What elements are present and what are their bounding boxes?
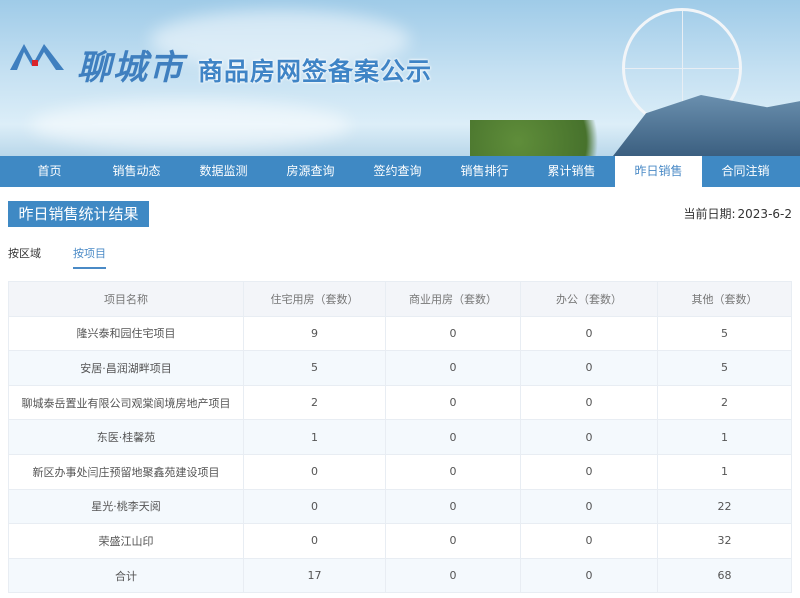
cell-commercial: 0 — [385, 557, 521, 594]
cell-commercial: 0 — [385, 384, 521, 421]
table-row: 东医·桂馨苑 1 0 0 1 — [8, 419, 792, 455]
cell-other: 5 — [657, 315, 792, 352]
cell-office: 0 — [520, 523, 658, 559]
nav-housing-query[interactable]: 房源查询 — [286, 164, 335, 178]
cell-residential: 0 — [243, 523, 386, 559]
cell-project-name: 荣盛江山印 — [8, 523, 244, 559]
cell-project-name: 安居·昌润湖畔项目 — [8, 350, 244, 386]
cell-office: 0 — [520, 453, 658, 490]
table-row: 星光·桃李天阅 0 0 0 22 — [8, 488, 792, 525]
table-row: 安居·昌润湖畔项目 5 0 0 5 — [8, 350, 792, 386]
cell-residential: 0 — [243, 453, 386, 490]
view-tabs: 按区域 按项目 — [8, 245, 138, 269]
col-other: 其他（套数） — [657, 281, 792, 317]
table-row: 荣盛江山印 0 0 0 32 — [8, 523, 792, 559]
table-header-row: 项目名称 住宅用房（套数） 商业用房（套数） 办公（套数） 其他（套数） — [8, 281, 792, 317]
cell-commercial: 0 — [385, 523, 521, 559]
nav-data-monitor[interactable]: 数据监测 — [199, 164, 248, 178]
nav-cumulative-sales[interactable]: 累计销售 — [547, 164, 596, 178]
total-row: 合计 17 0 0 68 — [8, 557, 792, 594]
cell-residential: 0 — [243, 488, 386, 525]
cell-commercial: 0 — [385, 350, 521, 386]
nav-home[interactable]: 首页 — [37, 164, 62, 178]
cell-other: 32 — [657, 523, 792, 559]
cell-office: 0 — [520, 488, 658, 525]
tab-by-region[interactable]: 按区域 — [8, 247, 41, 260]
col-project-name: 项目名称 — [8, 281, 244, 317]
cell-project-name: 东医·桂馨苑 — [8, 419, 244, 455]
cell-other: 1 — [657, 419, 792, 455]
cell-residential: 2 — [243, 384, 386, 421]
trees-decoration — [470, 120, 630, 156]
nav-sales-ranking[interactable]: 销售排行 — [460, 164, 509, 178]
cell-other: 68 — [657, 557, 792, 594]
cell-office: 0 — [520, 350, 658, 386]
cell-other: 5 — [657, 350, 792, 386]
cell-other: 2 — [657, 384, 792, 421]
nav-yesterday-sales[interactable]: 昨日销售 — [615, 156, 702, 187]
col-office: 办公（套数） — [520, 281, 658, 317]
col-commercial: 商业用房（套数） — [385, 281, 521, 317]
table-row: 隆兴泰和园住宅项目 9 0 0 5 — [8, 315, 792, 352]
date-value: 2023-6-2 — [737, 207, 792, 221]
cell-residential: 17 — [243, 557, 386, 594]
cell-commercial: 0 — [385, 419, 521, 455]
cell-commercial: 0 — [385, 453, 521, 490]
tab-by-project[interactable]: 按项目 — [73, 245, 106, 269]
cell-residential: 5 — [243, 350, 386, 386]
header-banner: 聊城市 商品房网签备案公示 — [0, 0, 800, 156]
cell-office: 0 — [520, 315, 658, 352]
cloud-decoration — [150, 10, 410, 70]
date-label: 当前日期: — [683, 207, 736, 221]
cell-project-name: 星光·桃李天阅 — [8, 488, 244, 525]
cell-office: 0 — [520, 557, 658, 594]
cell-residential: 1 — [243, 419, 386, 455]
cell-project-name: 新区办事处闫庄预留地聚鑫苑建设项目 — [8, 453, 244, 490]
section-title: 昨日销售统计结果 — [8, 201, 149, 227]
cell-office: 0 — [520, 384, 658, 421]
cell-other: 22 — [657, 488, 792, 525]
cell-commercial: 0 — [385, 488, 521, 525]
nav-sales-trends[interactable]: 销售动态 — [112, 164, 161, 178]
current-date: 当前日期: 2023-6-2 — [681, 205, 792, 222]
cell-project-name: 隆兴泰和园住宅项目 — [8, 315, 244, 352]
cell-project-name: 合计 — [8, 557, 244, 594]
table-row: 新区办事处闫庄预留地聚鑫苑建设项目 0 0 0 1 — [8, 453, 792, 490]
logo-text: 聊城市 — [77, 48, 185, 88]
logo-icon — [10, 44, 64, 70]
site-title: 商品房网签备案公示 — [198, 57, 433, 86]
cell-residential: 9 — [243, 315, 386, 352]
cell-other: 1 — [657, 453, 792, 490]
main-nav: 首页 销售动态 数据监测 房源查询 签约查询 销售排行 累计销售 昨日销售 合同… — [0, 156, 800, 187]
sales-table: 项目名称 住宅用房（套数） 商业用房（套数） 办公（套数） 其他（套数） 隆兴泰… — [8, 281, 792, 594]
cell-project-name: 聊城泰岳置业有限公司观棠阆境房地产项目 — [8, 384, 244, 421]
cloud-decoration — [30, 100, 350, 150]
cell-office: 0 — [520, 419, 658, 455]
table-row: 聊城泰岳置业有限公司观棠阆境房地产项目 2 0 0 2 — [8, 384, 792, 421]
cell-commercial: 0 — [385, 315, 521, 352]
col-residential: 住宅用房（套数） — [243, 281, 386, 317]
nav-contract-cancel[interactable]: 合同注销 — [721, 164, 770, 178]
nav-contract-query[interactable]: 签约查询 — [373, 164, 422, 178]
